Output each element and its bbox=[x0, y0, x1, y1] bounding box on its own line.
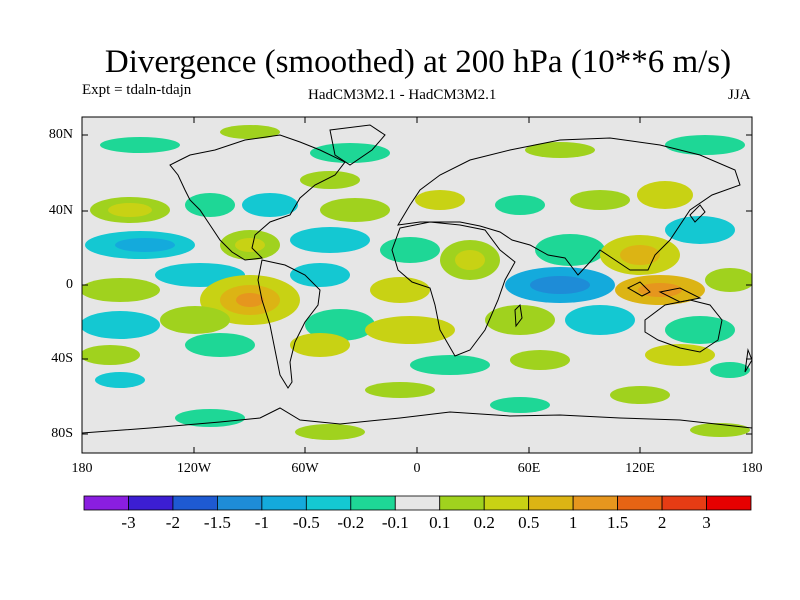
season-label: JJA bbox=[728, 87, 751, 103]
colorbar-swatch bbox=[128, 495, 174, 511]
lat-tick-label: 0 bbox=[66, 277, 73, 292]
lon-tick-label: 0 bbox=[413, 461, 421, 476]
lon-tick-label: 180 bbox=[71, 461, 93, 476]
lat-tick-label: 80N bbox=[48, 127, 73, 142]
colorbar-swatch bbox=[439, 495, 485, 511]
colorbar bbox=[83, 495, 752, 511]
colorbar-swatch bbox=[350, 495, 396, 511]
colorbar-swatch bbox=[483, 495, 530, 511]
lon-tick-label: 60W bbox=[291, 461, 319, 476]
axis-ticks bbox=[81, 117, 753, 453]
colorbar-swatch bbox=[528, 495, 574, 511]
field-patches bbox=[82, 125, 752, 440]
colorbar-tick-label: 3 bbox=[702, 513, 711, 532]
coastlines bbox=[82, 124, 752, 434]
colorbar-swatch bbox=[617, 495, 663, 511]
lon-tick-label: 180 bbox=[741, 461, 763, 476]
lon-tick-label: 120E bbox=[625, 461, 655, 476]
colorbar-tick-label: -0.2 bbox=[337, 513, 365, 532]
colorbar-tick-label: -0.1 bbox=[381, 513, 409, 532]
colorbar-tick-label: 1.5 bbox=[606, 513, 629, 532]
experiment-label: Expt = tdaln-tdajn bbox=[82, 82, 192, 98]
colorbar-swatch bbox=[261, 495, 307, 511]
lon-tick-label: 120W bbox=[176, 461, 212, 476]
colorbar-swatch bbox=[83, 495, 129, 511]
lat-tick-label: 40N bbox=[48, 203, 73, 218]
colorbar-swatch bbox=[305, 495, 352, 511]
lat-tick-label: 80S bbox=[51, 426, 73, 441]
colorbar-swatch bbox=[216, 495, 263, 511]
colorbar-tick-label: -0.5 bbox=[292, 513, 320, 532]
colorbar-swatch bbox=[706, 495, 752, 511]
models-label: HadCM3M2.1 - HadCM3M2.1 bbox=[308, 87, 497, 103]
colorbar-swatch bbox=[172, 495, 218, 511]
colorbar-tick-label: 1 bbox=[568, 513, 578, 532]
lat-tick-label: 40S bbox=[51, 351, 73, 366]
colorbar-swatch bbox=[661, 495, 707, 511]
chart-title: Divergence (smoothed) at 200 hPa (10**6 … bbox=[104, 44, 732, 80]
colorbar-tick-label: 0.1 bbox=[429, 513, 451, 532]
colorbar-tick-label: 0.2 bbox=[473, 513, 495, 532]
colorbar-tick-label: -2 bbox=[165, 513, 180, 532]
colorbar-swatch bbox=[572, 495, 619, 511]
colorbar-swatch bbox=[394, 495, 441, 511]
lon-tick-label: 60E bbox=[517, 461, 541, 476]
colorbar-tick-label: 2 bbox=[657, 513, 667, 532]
colorbar-tick-label: -1.5 bbox=[203, 513, 231, 532]
colorbar-tick-label: -1 bbox=[254, 513, 269, 532]
colorbar-tick-label: -3 bbox=[121, 513, 136, 532]
colorbar-tick-label: 0.5 bbox=[518, 513, 540, 532]
